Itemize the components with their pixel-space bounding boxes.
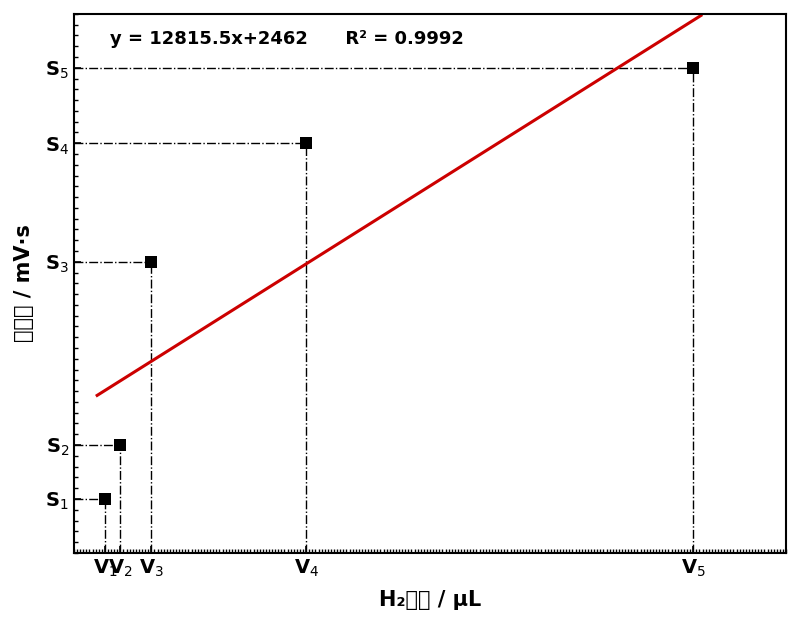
X-axis label: H₂体积 / μL: H₂体积 / μL xyxy=(379,590,481,610)
Point xyxy=(98,494,111,504)
Point xyxy=(145,257,158,267)
Point xyxy=(687,63,700,73)
Y-axis label: 峰面积 / mV·s: 峰面积 / mV·s xyxy=(14,225,34,343)
Point xyxy=(300,139,313,149)
Text: y = 12815.5x+2462      R² = 0.9992: y = 12815.5x+2462 R² = 0.9992 xyxy=(110,30,463,48)
Point xyxy=(114,440,126,450)
